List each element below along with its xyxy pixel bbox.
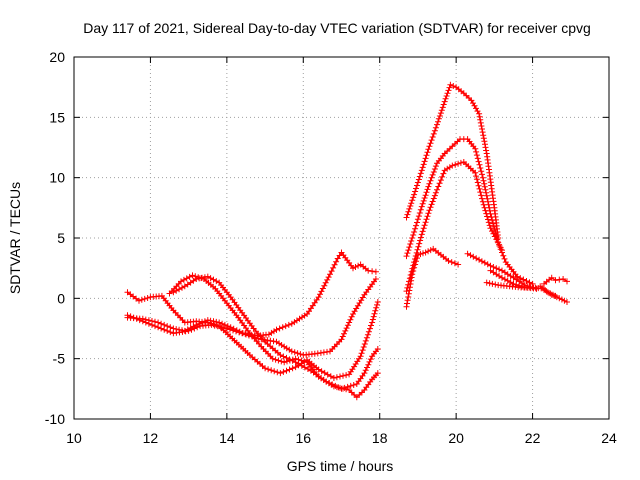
y-tick-label: -5 (53, 351, 66, 367)
series-markers (541, 274, 570, 287)
y-tick-label: -10 (45, 411, 65, 427)
x-tick-label: 16 (295, 430, 311, 446)
series-markers (403, 81, 502, 241)
series-markers (537, 283, 559, 299)
x-tick-label: 20 (448, 430, 464, 446)
series-arc-10 (403, 245, 462, 310)
series-markers (403, 245, 462, 310)
series-arc-14 (541, 274, 570, 287)
series-arc-9 (403, 159, 505, 295)
series-markers (403, 136, 536, 287)
y-tick-label: 10 (49, 170, 65, 186)
series-markers (124, 276, 379, 358)
series-arc-2 (273, 249, 379, 333)
series-arc-16 (537, 283, 559, 299)
series-markers (124, 289, 381, 381)
series-arc-6 (166, 272, 381, 401)
x-tick-label: 18 (372, 430, 388, 446)
x-tick-label: 24 (601, 430, 617, 446)
y-tick-label: 15 (49, 109, 65, 125)
series-arc-13 (483, 279, 547, 292)
y-tick-label: 0 (57, 290, 65, 306)
series-arc-4 (124, 289, 381, 381)
grid-lines (74, 57, 609, 419)
x-tick-label: 12 (143, 430, 159, 446)
y-tick-label: 20 (49, 49, 65, 65)
series-arc-3 (124, 276, 379, 358)
chart-title: Day 117 of 2021, Sidereal Day-to-day VTE… (83, 20, 591, 36)
series-markers (403, 159, 505, 295)
axis-ticks (73, 56, 610, 420)
x-tick-label: 22 (525, 430, 541, 446)
x-tick-label: 10 (66, 430, 82, 446)
x-tick-label: 14 (219, 430, 235, 446)
series-markers (166, 272, 381, 401)
series-trace (405, 161, 503, 292)
x-axis-label: GPS time / hours (287, 458, 394, 474)
series-markers (273, 249, 379, 333)
series-trace (168, 274, 379, 398)
series-arc-7 (403, 81, 502, 241)
y-axis-label: SDTVAR / TECUs (7, 182, 23, 294)
series-trace (126, 278, 377, 356)
tick-labels: 10 12 14 16 18 20 22 24 -10 -5 0 5 10 15 20 (45, 49, 617, 446)
series-markers (483, 279, 547, 292)
y-tick-label: 5 (57, 230, 65, 246)
data-series (124, 81, 570, 401)
